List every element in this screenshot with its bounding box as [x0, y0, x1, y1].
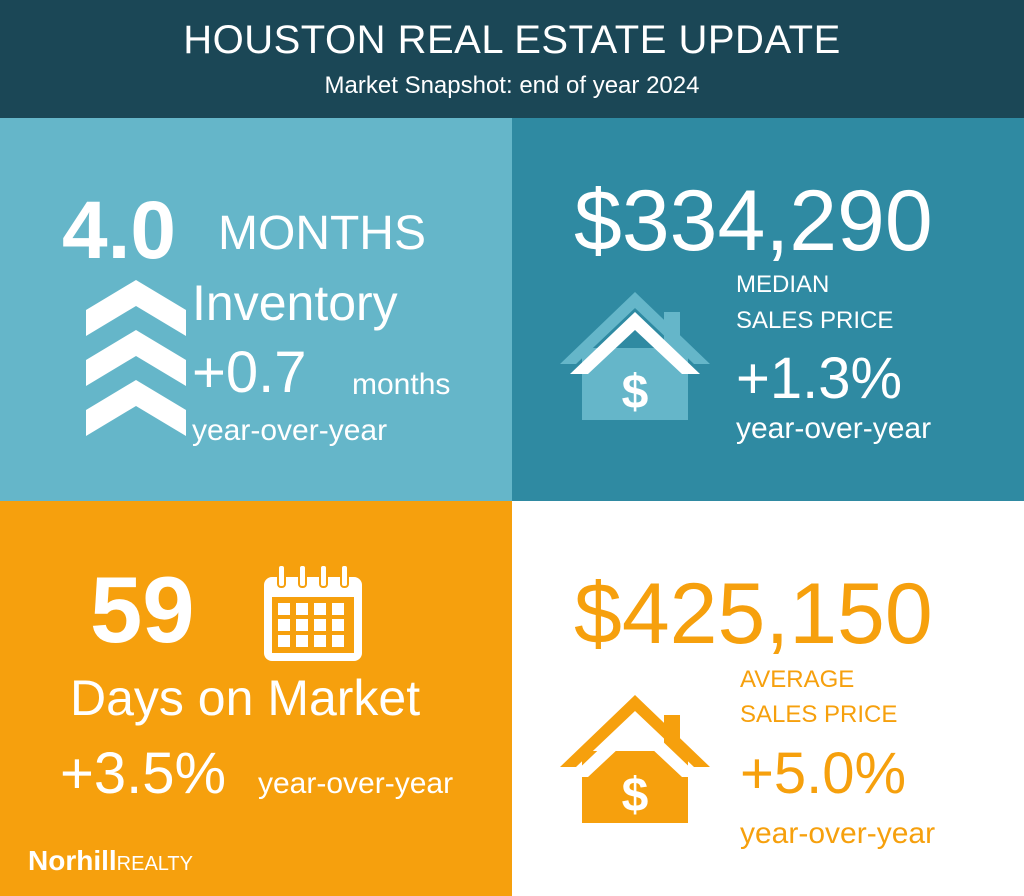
house-dollar-icon: $	[560, 292, 710, 420]
brand-name-light: REALTY	[116, 853, 193, 875]
inventory-change-unit: months	[352, 368, 451, 401]
brand-logo: NorhillREALTY	[28, 847, 193, 875]
days-on-market-panel: 59 Days on Market +3.5% year-over-year N…	[0, 501, 512, 896]
median-price-change: +1.3%	[736, 346, 903, 411]
average-price-label-line2: SALES PRICE	[740, 701, 898, 728]
header-banner: HOUSTON REAL ESTATE UPDATE Market Snapsh…	[0, 0, 1024, 118]
house-dollar-icon: $	[560, 695, 710, 823]
average-price-period: year-over-year	[740, 817, 936, 850]
average-price-change: +5.0%	[740, 741, 907, 806]
svg-text:$: $	[622, 769, 649, 822]
median-price-panel: $334,290 $ MEDIAN SALES PRICE +1.3% year…	[512, 118, 1024, 501]
days-on-market-label: Days on Market	[70, 670, 421, 726]
inventory-label: Inventory	[192, 275, 398, 331]
average-price-label-line1: AVERAGE	[740, 666, 855, 693]
median-price-label-line1: MEDIAN	[736, 271, 830, 298]
brand-name-bold: Norhill	[28, 845, 117, 876]
calendar-icon	[264, 564, 362, 661]
inventory-unit: MONTHS	[218, 207, 426, 260]
page-subtitle: Market Snapshot: end of year 2024	[324, 72, 700, 99]
days-on-market-period: year-over-year	[258, 767, 454, 800]
svg-text:$: $	[622, 366, 649, 419]
inventory-change: +0.7	[192, 340, 307, 405]
median-price-label-line2: SALES PRICE	[736, 307, 894, 334]
median-price-value: $334,290	[574, 173, 933, 269]
median-price-period: year-over-year	[736, 412, 932, 445]
page-title: HOUSTON REAL ESTATE UPDATE	[183, 18, 841, 62]
average-price-value: $425,150	[574, 566, 933, 662]
inventory-period: year-over-year	[192, 414, 388, 447]
days-on-market-change: +3.5%	[60, 741, 227, 806]
days-on-market-value: 59	[90, 557, 195, 662]
chevron-up-stack-icon	[86, 280, 186, 436]
inventory-panel: 4.0 MONTHS Inventory +0.7 months year-ov…	[0, 118, 512, 501]
average-price-panel: $425,150 $ AVERAGE SALES PRICE +5.0% yea…	[512, 501, 1024, 896]
inventory-value: 4.0	[62, 185, 176, 276]
